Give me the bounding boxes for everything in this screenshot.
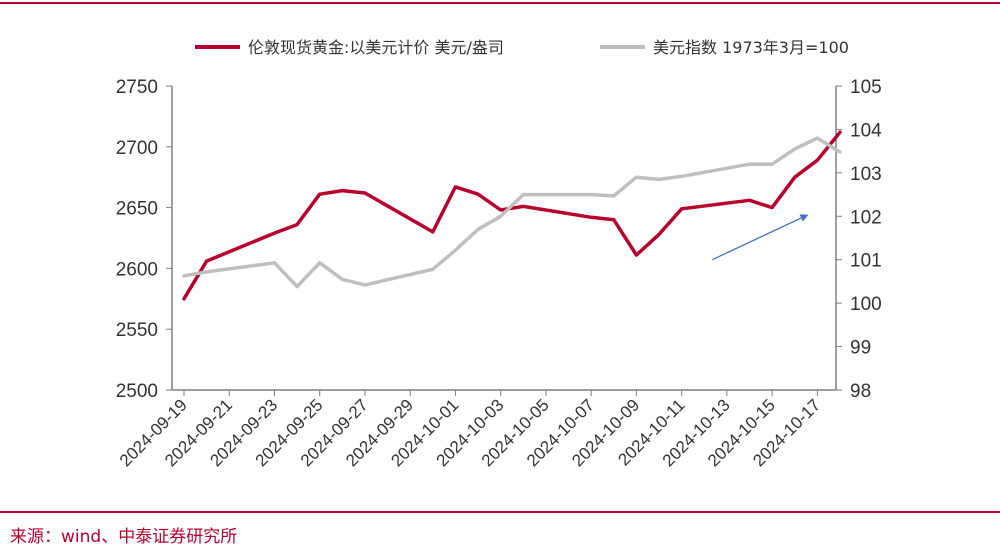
y-right-tick-label: 101 — [850, 251, 882, 272]
top-divider — [0, 2, 1000, 4]
gold-price-line — [182, 130, 842, 301]
y-right-tick-label: 105 — [850, 77, 882, 98]
y-right-tick-label: 98 — [850, 381, 871, 402]
y-left-tick-label: 2650 — [116, 199, 158, 220]
legend-label-gold: 伦敦现货黄金:以美元计价 美元/盎司 — [248, 38, 504, 57]
trend-arrow — [711, 214, 809, 261]
legend-label-dxy: 美元指数 1973年3月=100 — [653, 38, 849, 57]
chart: 伦敦现货黄金:以美元计价 美元/盎司 美元指数 1973年3月=100 2500… — [116, 38, 882, 470]
y-right-tick-label: 99 — [850, 338, 871, 359]
annotations — [711, 214, 809, 261]
dollar-index-line — [182, 136, 842, 289]
source-note: 来源：wind、中泰证券研究所 — [10, 527, 238, 547]
y-right-tick-label: 103 — [850, 164, 882, 185]
y-right-tick-label: 102 — [850, 207, 882, 228]
y-left-tick-label: 2550 — [116, 320, 158, 341]
y-right-tick-label: 100 — [850, 294, 882, 315]
axes: 2500 2550 2600 2650 2700 2750 98 99 100 101 102 103… — [116, 77, 882, 470]
y-right-tick-label: 104 — [850, 120, 882, 141]
bottom-divider — [0, 511, 1000, 513]
y-left-tick-label: 2500 — [116, 381, 158, 402]
y-left-tick-label: 2750 — [116, 77, 158, 98]
legend: 伦敦现货黄金:以美元计价 美元/盎司 美元指数 1973年3月=100 — [195, 38, 849, 57]
y-left-tick-label: 2700 — [116, 138, 158, 159]
y-left-tick-label: 2600 — [116, 259, 158, 280]
series-group — [182, 130, 842, 301]
